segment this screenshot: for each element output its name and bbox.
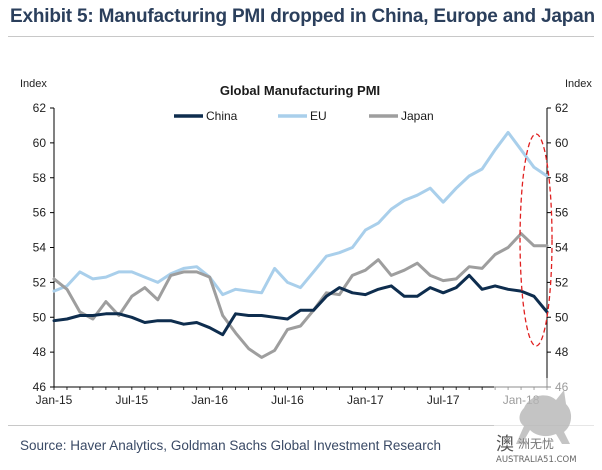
- y-axis-label-left: Index: [20, 78, 47, 90]
- y-tick-label-left: 46: [33, 380, 47, 394]
- title-divider: [8, 36, 594, 37]
- series-line-china: [52, 273, 549, 337]
- series-layer: [52, 130, 549, 359]
- y-tick-label-right: 52: [555, 275, 569, 289]
- watermark-url: AUSTRALIA51.COM: [496, 455, 577, 465]
- y-tick-label-left: 56: [33, 206, 47, 220]
- y-tick-label-right: 62: [555, 101, 569, 115]
- legend-label-japan: Japan: [401, 109, 434, 123]
- source-divider: [8, 425, 594, 426]
- y-tick-label-left: 52: [33, 275, 47, 289]
- x-tick-label: Jul-17: [427, 393, 460, 407]
- y-tick-label-right: 54: [555, 241, 569, 255]
- legend: China EU Japan: [174, 109, 434, 123]
- y-tick-label-right: 60: [555, 136, 569, 150]
- y-tick-label-left: 50: [33, 310, 47, 324]
- y-tick-label-right: 58: [555, 171, 569, 185]
- annotation-layer: [519, 133, 553, 347]
- y-tick-label-right: 56: [555, 206, 569, 220]
- watermark-glyph: 澳: [496, 434, 514, 455]
- watermark-name: 洲无忧: [518, 437, 554, 451]
- x-tick-label: Jul-15: [115, 393, 148, 407]
- legend-label-china: China: [206, 109, 238, 123]
- exhibit-title: Exhibit 5: Manufacturing PMI dropped in …: [10, 6, 595, 27]
- y-tick-label-left: 58: [33, 171, 47, 185]
- series-line-japan: [52, 232, 549, 359]
- y-tick-label-left: 60: [33, 136, 47, 150]
- y-tick-label-left: 54: [33, 241, 47, 255]
- source-note: Source: Haver Analytics, Goldman Sachs G…: [20, 438, 441, 453]
- x-tick-label: Jan-16: [191, 393, 228, 407]
- chart-title: Global Manufacturing PMI: [220, 83, 380, 98]
- y-tick-label-right: 50: [555, 310, 569, 324]
- y-tick-label-left: 62: [33, 101, 47, 115]
- y-tick-label-right: 48: [555, 345, 569, 359]
- kangaroo-icon: [516, 390, 572, 444]
- pmi-line-chart: Global Manufacturing PMI Index Index 46 4…: [20, 78, 592, 407]
- y-tick-label-left: 48: [33, 345, 47, 359]
- y-axis-label-right: Index: [565, 78, 592, 90]
- watermark-logo: 澳 洲无忧 AUSTRALIA51.COM: [494, 378, 598, 466]
- x-tick-label: Jul-16: [271, 393, 304, 407]
- highlight-ellipse: [519, 133, 553, 347]
- x-tick-label: Jan-17: [347, 393, 384, 407]
- series-line-eu: [52, 130, 549, 297]
- legend-label-eu: EU: [310, 109, 327, 123]
- axes: 464648485050525254545656585860606262Jan-…: [33, 101, 569, 407]
- x-tick-label: Jan-15: [36, 393, 73, 407]
